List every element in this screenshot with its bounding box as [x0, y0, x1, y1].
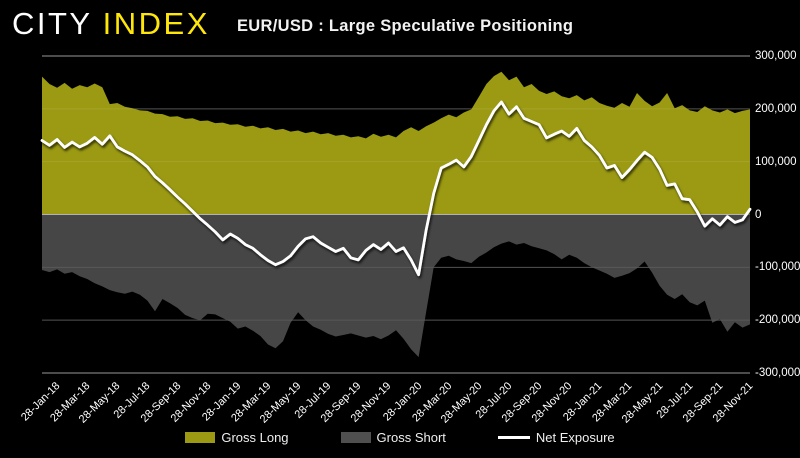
gross-long-swatch-icon	[185, 432, 216, 443]
gross-short-area	[42, 214, 750, 358]
y-axis-label: -100,000	[755, 261, 800, 274]
legend: Gross Long Gross Short Net Exposure	[0, 430, 800, 445]
legend-label-net-exposure: Net Exposure	[535, 430, 615, 445]
gross-short-swatch-icon	[340, 432, 371, 443]
y-axis-label: 100,000	[755, 155, 797, 168]
city-index-logo: CITY INDEX	[12, 6, 210, 42]
y-axis-label: -200,000	[755, 314, 800, 327]
legend-label-gross-short: Gross Short	[376, 430, 446, 445]
gross-long-area	[42, 71, 750, 215]
net-exposure-line-icon	[497, 436, 530, 439]
legend-item-gross-long: Gross Long	[185, 430, 289, 445]
chart-title: EUR/USD : Large Speculative Positioning	[237, 17, 574, 35]
logo-index-text: INDEX	[102, 6, 210, 41]
logo-city-text: CITY	[12, 6, 93, 41]
y-axis-label: 200,000	[755, 102, 797, 115]
legend-label-gross-long: Gross Long	[221, 430, 289, 445]
legend-item-net-exposure: Net Exposure	[497, 430, 615, 445]
y-axis-label: 300,000	[755, 50, 797, 62]
y-axis-label: 0	[755, 208, 762, 221]
legend-item-gross-short: Gross Short	[340, 430, 446, 445]
net-exposure-line	[40, 100, 752, 277]
y-axis-label: -300,000	[755, 367, 800, 379]
